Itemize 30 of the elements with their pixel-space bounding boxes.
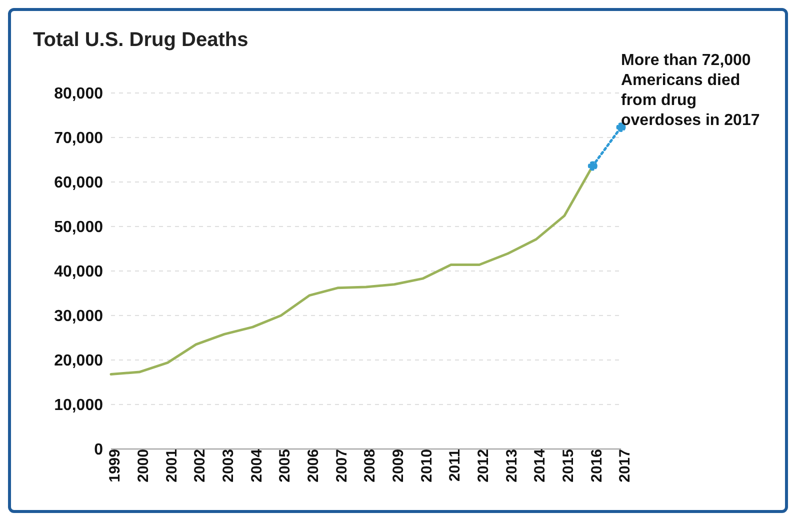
y-tick-label: 70,000 [54, 130, 104, 148]
x-tick-label: 2003 [220, 449, 237, 482]
y-tick-label: 80,000 [54, 86, 104, 103]
x-tick-label: 2011 [446, 449, 464, 482]
x-tick-label: 2010 [418, 449, 436, 482]
x-tick-label: 2006 [304, 449, 322, 482]
x-tick-label: 2002 [192, 449, 209, 482]
x-tick-label: 2009 [390, 449, 407, 482]
y-tick-label: 20,000 [54, 352, 104, 370]
x-tick-label: 2005 [276, 449, 294, 482]
y-tick-label: 40,000 [54, 264, 104, 281]
x-tick-label: 2012 [474, 449, 492, 482]
x-tick-label: 2001 [163, 449, 180, 482]
x-tick-label: 2016 [588, 449, 606, 482]
x-tick-label: 2007 [333, 449, 350, 482]
y-tick-label: 60,000 [54, 174, 104, 192]
x-tick-label: 2013 [503, 449, 520, 482]
chart-title: Total U.S. Drug Deaths [33, 29, 248, 52]
y-tick-label: 30,000 [54, 308, 104, 326]
annotation: More than 72,000 Americans died from drug overdoses in 2017 [621, 51, 761, 131]
x-tick-label: 2000 [134, 449, 152, 482]
y-tick-label: 50,000 [54, 219, 104, 236]
x-tick-label: 2017 [616, 449, 634, 482]
x-tick-label: 2008 [362, 449, 379, 482]
x-tick-label: 1999 [106, 449, 124, 482]
y-tick-label: 0 [94, 442, 104, 459]
x-tick-label: 2004 [248, 448, 266, 482]
x-tick-label: 2015 [560, 449, 577, 482]
x-tick-label: 2014 [532, 448, 549, 482]
y-tick-label: 10,000 [54, 397, 104, 414]
